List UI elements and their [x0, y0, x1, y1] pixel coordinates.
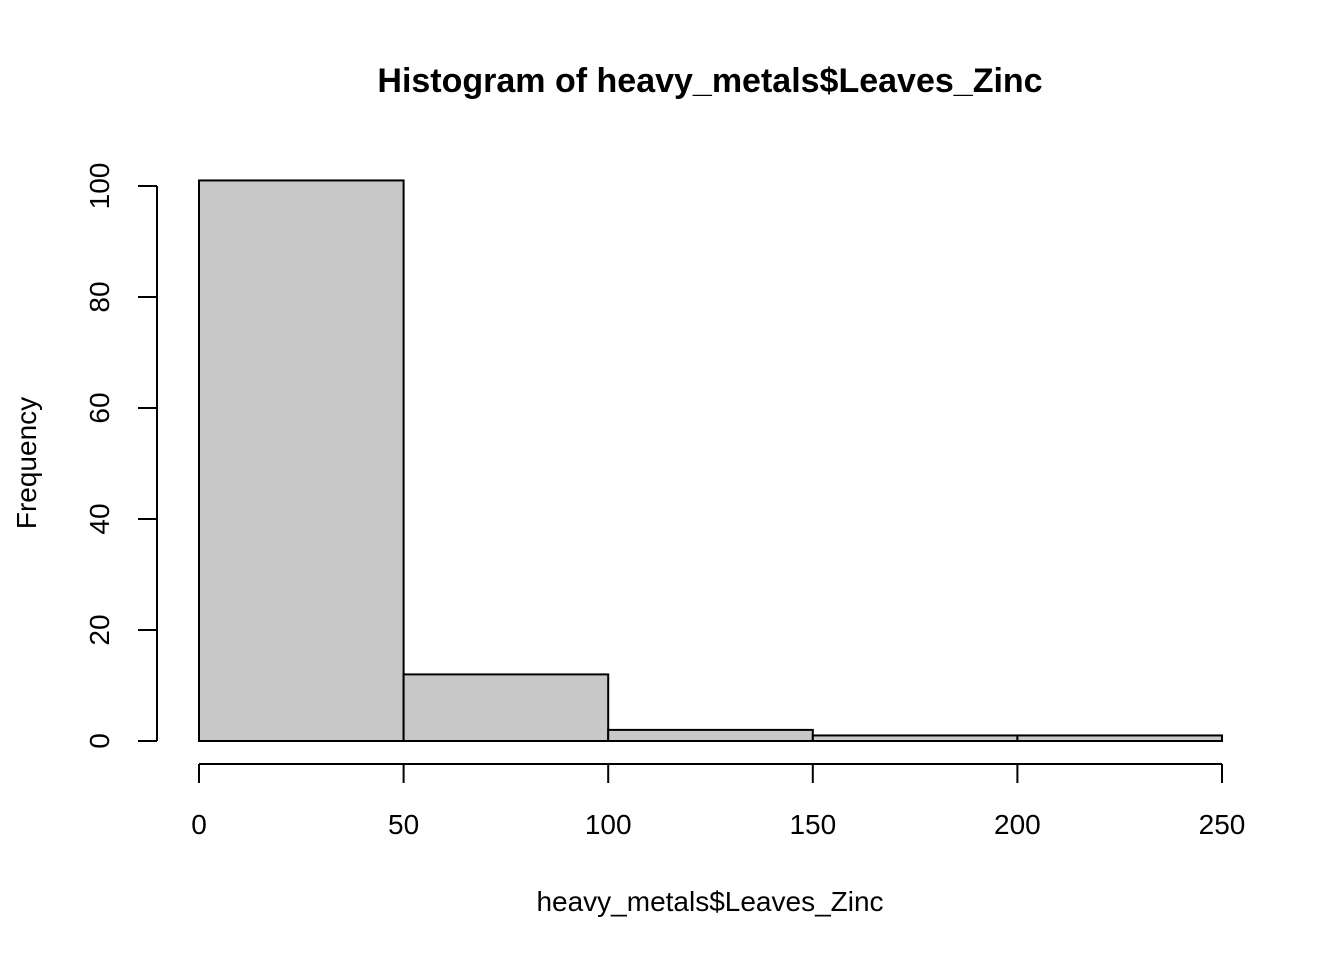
histogram-bar-4: [811, 734, 1019, 743]
y-tick-label: 40: [84, 503, 115, 534]
histogram-bar-5: [1016, 734, 1224, 743]
x-tick-label: 150: [789, 809, 836, 840]
x-tick-label: 250: [1199, 809, 1246, 840]
histogram-bar-1: [198, 179, 405, 742]
y-tick-label: 80: [84, 281, 115, 312]
histogram-bar-3: [607, 728, 814, 743]
x-tick-label: 200: [994, 809, 1041, 840]
y-tick-label: 0: [84, 733, 115, 749]
x-tick-label: 50: [388, 809, 419, 840]
y-tick-label: 60: [84, 392, 115, 423]
x-axis: 0 50 100 150 200 250: [191, 763, 1246, 840]
y-tick-label: 100: [84, 163, 115, 210]
histogram-bar-2: [402, 673, 610, 743]
bars-layer: [198, 179, 1224, 743]
chart-title: Histogram of heavy_metals$Leaves_Zinc: [377, 62, 1042, 100]
y-tick-label: 20: [84, 614, 115, 645]
y-axis-label: Frequency: [11, 397, 42, 529]
x-tick-label: 0: [191, 809, 207, 840]
y-axis: 0 20 40 60 80 100: [84, 163, 158, 749]
x-axis-label: heavy_metals$Leaves_Zinc: [536, 886, 883, 917]
x-tick-label: 100: [585, 809, 632, 840]
